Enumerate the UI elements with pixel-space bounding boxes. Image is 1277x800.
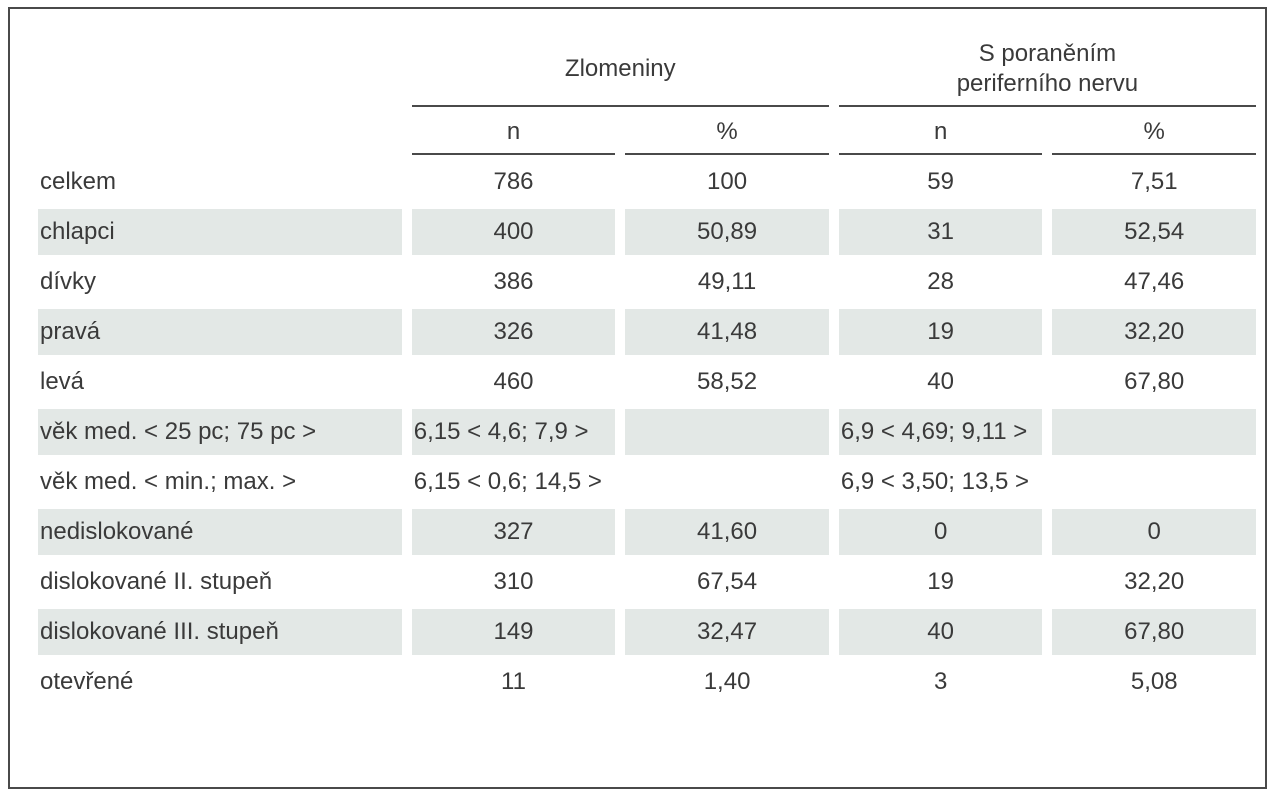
table-row: dívky 386 49,11 28 47,46 [38,259,1256,305]
cell-nerve-n: 6,9 < 4,69; 9,11 > [838,409,1043,455]
cell-nerve-pct: 0 [1052,509,1256,555]
cell-nerve-pct: 32,20 [1124,568,1185,595]
cell-nerve-pct: 52,54 [1052,209,1256,255]
cell-fractures-n: 6,15 < 0,6; 14,5 > [413,468,602,495]
header-sub-pct-1: % [625,111,829,155]
row-label: dislokované II. stupeň [40,568,273,595]
header-nerve-injury: S poraněním periferního nervu [838,33,1256,107]
cell-nerve-pct: 67,80 [1124,368,1185,395]
cell-fractures-n: 310 [493,568,534,595]
cell-nerve-n: 59 [927,168,954,195]
table-row: dislokované III. stupeň 149 32,47 40 67,80 [38,609,1256,655]
header-sub-pct-2: % [1052,111,1256,155]
cell-nerve-n: 40 [927,368,954,395]
cell-fractures-n: 400 [411,209,616,255]
cell-fractures-pct: 41,60 [625,509,829,555]
cell-fractures-n: 149 [411,609,616,655]
cell-nerve-n: 31 [838,209,1043,255]
cell-nerve-pct: 32,20 [1052,309,1256,355]
row-label: věk med. < min.; max. > [40,468,297,495]
row-label: pravá [38,309,402,355]
row-label: dislokované III. stupeň [38,609,402,655]
header-sub-row: n % n % [38,111,1256,155]
cell-nerve-n: 28 [927,268,954,295]
cell-nerve-pct [1052,459,1256,505]
cell-fractures-pct [625,409,829,455]
table-row: celkem 786 100 59 7,51 [38,159,1256,205]
cell-fractures-n: 11 [501,668,526,695]
header-sub-n-2: n [838,111,1043,155]
row-label: chlapci [38,209,402,255]
table-row: pravá 326 41,48 19 32,20 [38,309,1256,355]
cell-fractures-pct: 1,40 [703,668,751,695]
table-row: věk med. < min.; max. > 6,15 < 0,6; 14,5 … [38,459,1256,505]
cell-nerve-n: 19 [838,309,1043,355]
data-table: Zlomeniny S poraněním periferního nervu … [28,29,1266,709]
header-zlomeniny: Zlomeniny [411,33,829,107]
cell-nerve-n: 0 [838,509,1043,555]
cell-fractures-pct: 32,47 [625,609,829,655]
table-row: chlapci 400 50,89 31 52,54 [38,209,1256,255]
cell-nerve-pct: 7,51 [1130,168,1178,195]
table-row: dislokované II. stupeň 310 67,54 19 32,20 [38,559,1256,605]
cell-fractures-pct: 58,52 [697,368,758,395]
cell-nerve-n: 3 [933,668,948,695]
cell-fractures-n: 386 [493,268,534,295]
row-label: levá [40,368,85,395]
cell-nerve-pct: 47,46 [1124,268,1185,295]
cell-nerve-n: 40 [838,609,1043,655]
header-group-row: Zlomeniny S poraněním periferního nervu [38,33,1256,107]
table-frame: Zlomeniny S poraněním periferního nervu … [8,7,1267,789]
cell-nerve-n: 6,9 < 3,50; 13,5 > [840,468,1029,495]
cell-fractures-n: 6,15 < 4,6; 7,9 > [411,409,616,455]
cell-fractures-n: 327 [411,509,616,555]
cell-fractures-pct: 49,11 [697,268,757,295]
row-label: věk med. < 25 pc; 75 pc > [38,409,402,455]
row-label: dívky [40,268,97,295]
cell-fractures-n: 326 [411,309,616,355]
cell-fractures-n: 786 [493,168,534,195]
table-row: otevřené 11 1,40 3 5,08 [38,659,1256,705]
table-header: Zlomeniny S poraněním periferního nervu … [38,33,1256,155]
cell-fractures-pct: 67,54 [697,568,758,595]
cell-fractures-pct [625,459,829,505]
header-zlomeniny-label: Zlomeniny [564,55,676,82]
header-nerve-line1: S poraněním [978,40,1117,67]
cell-nerve-pct [1052,409,1256,455]
row-label: otevřené [40,668,134,695]
row-label: nedislokované [38,509,402,555]
cell-fractures-n: 460 [493,368,534,395]
cell-nerve-pct: 5,08 [1130,668,1178,695]
table-row: nedislokované 327 41,60 0 0 [38,509,1256,555]
header-sub-n-1: n [411,111,616,155]
table-row: levá 460 58,52 40 67,80 [38,359,1256,405]
cell-fractures-pct: 100 [707,168,748,195]
row-label: celkem [40,168,117,195]
table-body: celkem 786 100 59 7,51 chlapci 400 50,89 31 52,54… [38,159,1256,705]
cell-fractures-pct: 41,48 [625,309,829,355]
cell-nerve-n: 19 [927,568,954,595]
header-nerve-line2: periferního nervu [956,70,1139,97]
table-row: věk med. < 25 pc; 75 pc >6,15 < 4,6; 7,9… [38,409,1256,455]
header-sub-corner [38,111,402,155]
cell-nerve-pct: 67,80 [1052,609,1256,655]
header-corner [38,33,402,107]
cell-fractures-pct: 50,89 [625,209,829,255]
